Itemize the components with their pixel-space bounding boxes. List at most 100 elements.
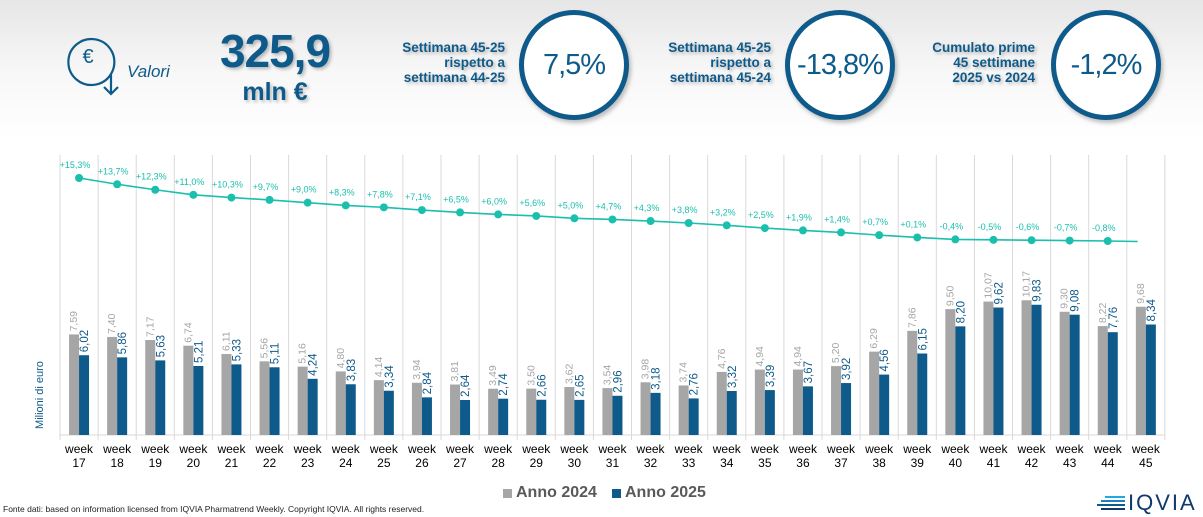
trend-point <box>684 219 693 227</box>
kpi-cumulative-value: -1,2% <box>1051 10 1161 120</box>
bar-2025 <box>269 367 280 435</box>
weekly-sales-chart: 7,596,02 7,405,86 7,175,63 6,745,21 6,11 5,33… <box>34 155 1166 470</box>
trend-data-label: +1,4% <box>824 214 850 224</box>
data-label-2025: 3,83 <box>346 359 358 381</box>
x-tick-label-number: 42 <box>1025 456 1039 470</box>
y-axis-label: Milioni di euro <box>34 361 46 429</box>
x-tick-label-number: 29 <box>530 456 544 470</box>
trend-data-label: +5,6% <box>519 198 545 208</box>
trend-point <box>875 231 884 240</box>
trend-data-label: -0,8% <box>1092 223 1116 233</box>
trend-point <box>951 235 960 244</box>
x-tick-label-number: 23 <box>301 456 315 470</box>
legend-label-2024: Anno 2024 <box>516 484 597 501</box>
data-label-2025: 2,96 <box>612 370 624 392</box>
x-tick-label: week <box>445 442 475 456</box>
x-tick-label: week <box>216 442 246 456</box>
data-label-2024: 3,81 <box>449 361 461 382</box>
legend-swatch-2024 <box>503 488 512 498</box>
legend-swatch-2025 <box>612 488 621 498</box>
data-label-2025: 9,08 <box>1070 289 1082 311</box>
bar-2025 <box>79 355 90 435</box>
bar-2025 <box>460 400 471 435</box>
data-label-2025: 7,76 <box>1108 307 1120 329</box>
data-label-2024: 5,16 <box>297 343 309 364</box>
data-label-2024: 6,74 <box>182 322 194 343</box>
kpi-label-line: Cumulato prime <box>932 40 1035 55</box>
trend-data-label: -0,6% <box>1016 222 1040 232</box>
trend-line-layer: +15,3% +13,7% +12,3% +11,0% +10,3% +9,7% +9,0%… <box>60 160 1138 245</box>
kpi-label-line: settimana 44-25 <box>403 70 505 85</box>
total-value: 325,9 <box>219 25 331 77</box>
trend-point <box>798 226 807 235</box>
trend-point <box>570 214 579 223</box>
trend-point <box>1103 237 1112 245</box>
x-tick-label: week <box>940 442 970 456</box>
trend-point <box>75 174 84 182</box>
trend-point <box>646 217 655 226</box>
bar-2025 <box>536 399 547 435</box>
bar-2025 <box>802 386 813 435</box>
bar-2024 <box>602 388 613 435</box>
x-tick-label: week <box>102 442 132 456</box>
trend-data-label: +0,7% <box>862 217 888 227</box>
trend-data-label: +11,0% <box>174 177 204 187</box>
data-label-2024: 3,94 <box>411 359 423 380</box>
data-label-2025: 8,34 <box>1146 299 1158 322</box>
trend-point <box>265 195 274 204</box>
trend-point <box>417 206 426 215</box>
trend-point <box>722 221 731 230</box>
bar-2025 <box>307 378 318 435</box>
svg-text:€: € <box>82 46 93 68</box>
bar-2025 <box>650 392 661 435</box>
bar-2024 <box>450 384 461 435</box>
trend-data-label: +6,5% <box>443 194 469 204</box>
trend-data-label: -0,5% <box>978 222 1002 232</box>
trend-data-label: +13,7% <box>98 166 129 176</box>
x-tick-label: week <box>178 442 208 456</box>
data-label-2025: 3,18 <box>651 367 663 389</box>
bar-2025 <box>841 383 852 435</box>
bar-2024 <box>754 369 765 435</box>
x-tick-label: week <box>255 442 285 456</box>
data-label-2024: 4,94 <box>792 346 804 367</box>
kpi-label-line: Settimana 45-25 <box>402 40 505 55</box>
data-label-2024: 5,56 <box>259 338 271 359</box>
x-tick-label-number: 36 <box>796 456 810 470</box>
bar-2024 <box>526 388 537 435</box>
bar-2025 <box>917 353 928 435</box>
data-label-2024: 7,40 <box>106 313 118 334</box>
x-tick-label-number: 37 <box>834 456 848 470</box>
data-label-2025: 3,39 <box>765 365 777 387</box>
bar-2025 <box>155 360 166 435</box>
trend-data-label: +2,5% <box>748 210 774 220</box>
data-label-2024: 4,94 <box>754 346 766 367</box>
x-tick-label: week <box>902 442 932 456</box>
trend-point <box>989 235 998 244</box>
x-tick-label: week <box>521 442 551 456</box>
x-tick-label: week <box>64 442 94 456</box>
trend-point <box>837 228 846 237</box>
trend-data-label: +6,0% <box>481 196 507 206</box>
x-tick-label: week <box>483 442 513 456</box>
trend-data-label: +7,1% <box>405 192 431 202</box>
x-tick-label-number: 41 <box>987 456 1001 470</box>
trend-point <box>227 193 236 202</box>
kpi-label-line: 2025 vs 2024 <box>952 70 1035 85</box>
trend-point <box>151 185 160 194</box>
x-tick-label: week <box>1055 442 1085 456</box>
data-label-2025: 3,34 <box>384 365 396 388</box>
trend-data-label: +12,3% <box>136 172 167 182</box>
x-tick-label: week <box>1093 442 1123 456</box>
data-label-2025: 6,15 <box>917 328 929 350</box>
data-label-2024: 3,98 <box>640 359 652 380</box>
x-tick-label: week <box>559 442 589 456</box>
data-label-2024: 3,49 <box>487 365 499 386</box>
data-label-2025: 2,84 <box>422 371 434 394</box>
bar-2025 <box>1069 314 1080 435</box>
data-label-2025: 5,86 <box>117 332 129 354</box>
x-tick-label: week <box>407 442 437 456</box>
iqvia-logo-text: IQVIA <box>1128 490 1197 515</box>
trend-data-label: +0,1% <box>900 219 926 229</box>
data-label-2025: 2,76 <box>689 373 701 395</box>
